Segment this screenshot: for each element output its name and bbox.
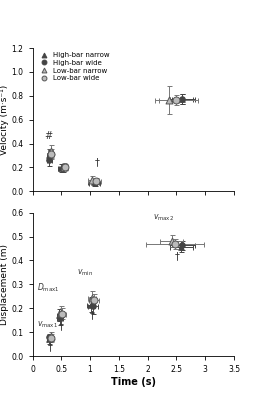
- Point: [59, 309, 63, 316]
- Point: [179, 244, 183, 250]
- Point: [47, 336, 51, 342]
- Point: [180, 242, 184, 249]
- Text: †: †: [90, 311, 95, 321]
- Point: [60, 310, 64, 317]
- Text: †: †: [95, 157, 99, 167]
- Point: [173, 240, 177, 247]
- Point: [63, 164, 67, 170]
- Text: $D_{\mathrm{max1}}$: $D_{\mathrm{max1}}$: [37, 282, 60, 294]
- X-axis label: Time (s): Time (s): [111, 377, 156, 387]
- Point: [49, 148, 53, 154]
- Point: [57, 312, 61, 319]
- Text: #: #: [44, 131, 52, 141]
- Point: [47, 156, 51, 163]
- Point: [49, 335, 54, 341]
- Point: [62, 164, 66, 170]
- Point: [58, 315, 62, 322]
- Point: [94, 178, 98, 184]
- Point: [167, 97, 171, 103]
- Point: [90, 177, 94, 183]
- Point: [91, 303, 95, 310]
- Point: [92, 179, 96, 186]
- Y-axis label: Velocity (m·s⁻¹): Velocity (m·s⁻¹): [0, 84, 9, 155]
- Point: [180, 96, 184, 102]
- Text: †: †: [58, 321, 63, 331]
- Point: [47, 334, 51, 340]
- Text: $v_{\mathrm{min}}$: $v_{\mathrm{min}}$: [77, 268, 93, 278]
- Point: [92, 297, 96, 303]
- Point: [170, 238, 174, 244]
- Point: [49, 151, 54, 158]
- Point: [180, 96, 184, 102]
- Point: [93, 180, 97, 187]
- Legend: High-bar narrow, High-bar wide, Low-bar narrow, Low-bar wide: High-bar narrow, High-bar wide, Low-bar …: [36, 52, 110, 82]
- Text: †: †: [175, 251, 180, 261]
- Point: [174, 97, 179, 103]
- Point: [49, 333, 53, 340]
- Point: [90, 294, 94, 301]
- Point: [59, 165, 63, 171]
- Text: $v_{\mathrm{max2}}$: $v_{\mathrm{max2}}$: [153, 213, 174, 224]
- Point: [61, 165, 65, 171]
- Text: $v_{\mathrm{max1}}$: $v_{\mathrm{max1}}$: [37, 320, 58, 330]
- Text: †: †: [48, 342, 53, 352]
- Point: [89, 302, 93, 308]
- Y-axis label: Displacement (m): Displacement (m): [0, 244, 9, 325]
- Point: [47, 152, 51, 158]
